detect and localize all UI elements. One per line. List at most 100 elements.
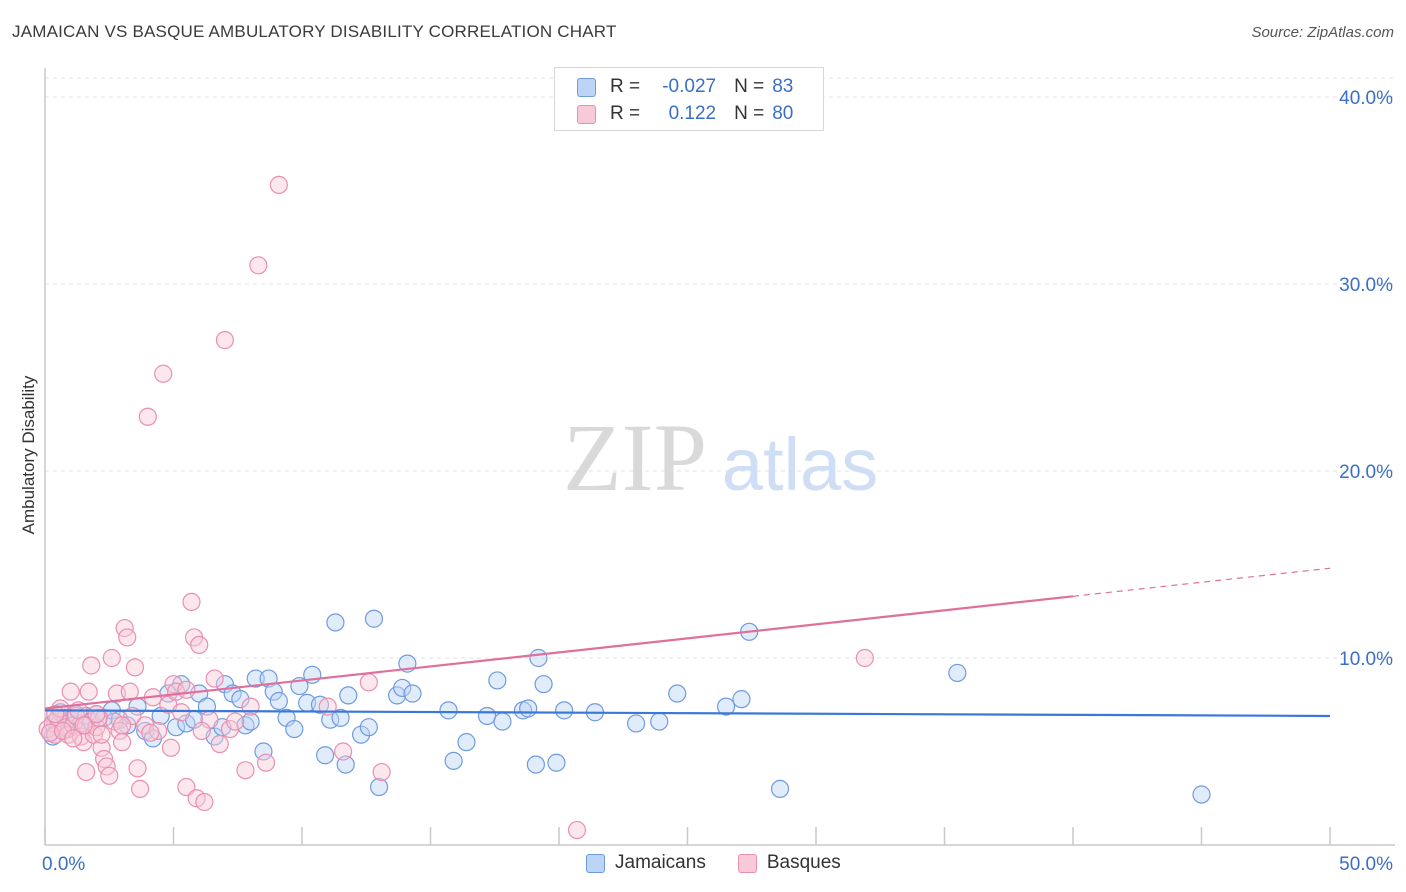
axes — [44, 68, 1395, 846]
data-points — [38, 175, 1211, 840]
point-basques — [372, 762, 391, 782]
y-tick-label: 30.0% — [1339, 275, 1393, 296]
point-basques — [192, 721, 211, 741]
point-jamaicans — [403, 684, 422, 703]
point-basques — [855, 648, 874, 668]
point-jamaicans — [269, 691, 288, 711]
point-basques — [79, 682, 98, 701]
tick-labels: 10.0% 20.0% 30.0% 40.0% 0.0% 50.0% — [42, 88, 1393, 875]
point-basques — [177, 777, 196, 797]
point-jamaicans — [444, 751, 463, 770]
source-label: Source: ZipAtlas.com — [1251, 24, 1394, 41]
point-basques — [112, 733, 132, 752]
point-jamaicans — [526, 755, 545, 774]
point-basques — [92, 725, 111, 744]
point-basques — [61, 682, 80, 701]
point-basques — [95, 749, 114, 769]
point-jamaicans — [254, 742, 273, 761]
point-basques — [125, 658, 145, 677]
point-jamaicans — [626, 714, 646, 733]
legend-n-label: N = — [734, 103, 765, 124]
point-basques — [567, 820, 587, 840]
point-basques — [241, 697, 260, 716]
chart-title: JAMAICAN VS BASQUE AMBULATORY DISABILITY… — [12, 22, 617, 41]
point-jamaicans — [519, 699, 538, 718]
point-basques — [256, 753, 276, 772]
legend-r-value: -0.027 — [662, 76, 717, 97]
trend-lines — [44, 567, 1331, 718]
point-jamaicans — [732, 690, 751, 709]
point-jamaicans — [493, 712, 512, 731]
point-jamaicans — [488, 671, 507, 690]
point-jamaicans — [529, 648, 548, 668]
point-basques — [334, 742, 353, 761]
trend-line-jamaicans — [44, 709, 1331, 718]
point-basques — [195, 792, 214, 812]
point-basques — [53, 721, 73, 741]
point-jamaicans — [716, 697, 736, 716]
legend-swatch-pink — [577, 104, 596, 124]
legend-r-label: R = — [610, 76, 641, 97]
watermark: ZIP atlas — [563, 404, 878, 511]
point-basques — [154, 364, 173, 383]
point-basques — [249, 256, 268, 275]
point-basques — [182, 592, 201, 612]
point-basques — [100, 766, 119, 785]
legend-label-basques: Basques — [766, 852, 841, 873]
series-legend: Jamaicans Basques — [586, 852, 873, 874]
point-basques — [92, 738, 111, 757]
legend-item-basques: Basques — [737, 852, 841, 874]
point-basques — [77, 762, 96, 782]
point-basques — [236, 761, 255, 780]
point-jamaicans — [370, 777, 389, 797]
point-jamaicans — [285, 719, 304, 739]
point-jamaicans — [241, 712, 260, 731]
point-basques — [118, 628, 137, 647]
point-jamaicans — [547, 753, 566, 772]
point-jamaicans — [352, 725, 371, 744]
legend-label-jamaicans: Jamaicans — [615, 852, 706, 873]
point-basques — [74, 716, 93, 735]
x-tick-label: 50.0% — [1339, 854, 1393, 875]
point-basques — [87, 704, 106, 724]
legend-swatch-blue — [577, 77, 596, 97]
point-basques — [141, 723, 160, 742]
point-basques — [64, 729, 83, 748]
legend-n-label: N = — [734, 76, 765, 97]
point-basques — [112, 716, 132, 735]
point-basques — [359, 673, 378, 692]
point-jamaicans — [364, 609, 384, 628]
point-jamaicans — [359, 718, 378, 737]
point-jamaicans — [331, 708, 350, 727]
point-basques — [82, 656, 101, 675]
point-jamaicans — [316, 746, 335, 765]
x-tick-label: 0.0% — [42, 854, 85, 875]
correlation-legend: R = -0.027 N = 83 R = 0.122 N = 80 — [554, 67, 824, 131]
point-jamaicans — [948, 663, 967, 683]
point-basques — [205, 669, 224, 688]
point-jamaicans — [477, 706, 497, 726]
point-basques — [190, 635, 209, 655]
legend-swatch-blue — [586, 853, 605, 873]
point-basques — [269, 175, 288, 194]
point-basques — [177, 680, 196, 699]
point-basques — [172, 703, 191, 722]
point-jamaicans — [555, 701, 574, 720]
y-tick-label: 20.0% — [1339, 462, 1393, 483]
grid-lines — [45, 77, 1395, 659]
legend-row-jamaicans: R = -0.027 N = 83 — [577, 74, 793, 100]
trend-extension-basques — [1072, 567, 1331, 597]
point-jamaicans — [231, 690, 250, 709]
legend-item-jamaicans: Jamaicans — [586, 852, 706, 874]
point-jamaicans — [770, 779, 790, 799]
point-basques — [215, 331, 234, 350]
legend-n-value: 83 — [772, 76, 794, 97]
legend-swatch-pink — [737, 853, 757, 873]
point-basques — [130, 779, 150, 799]
watermark-zip: ZIP — [563, 404, 707, 511]
legend-r-label: R = — [610, 103, 641, 124]
legend-row-basques: R = 0.122 N = 80 — [577, 101, 793, 127]
point-basques — [226, 712, 245, 731]
legend-n-value: 80 — [772, 103, 794, 124]
